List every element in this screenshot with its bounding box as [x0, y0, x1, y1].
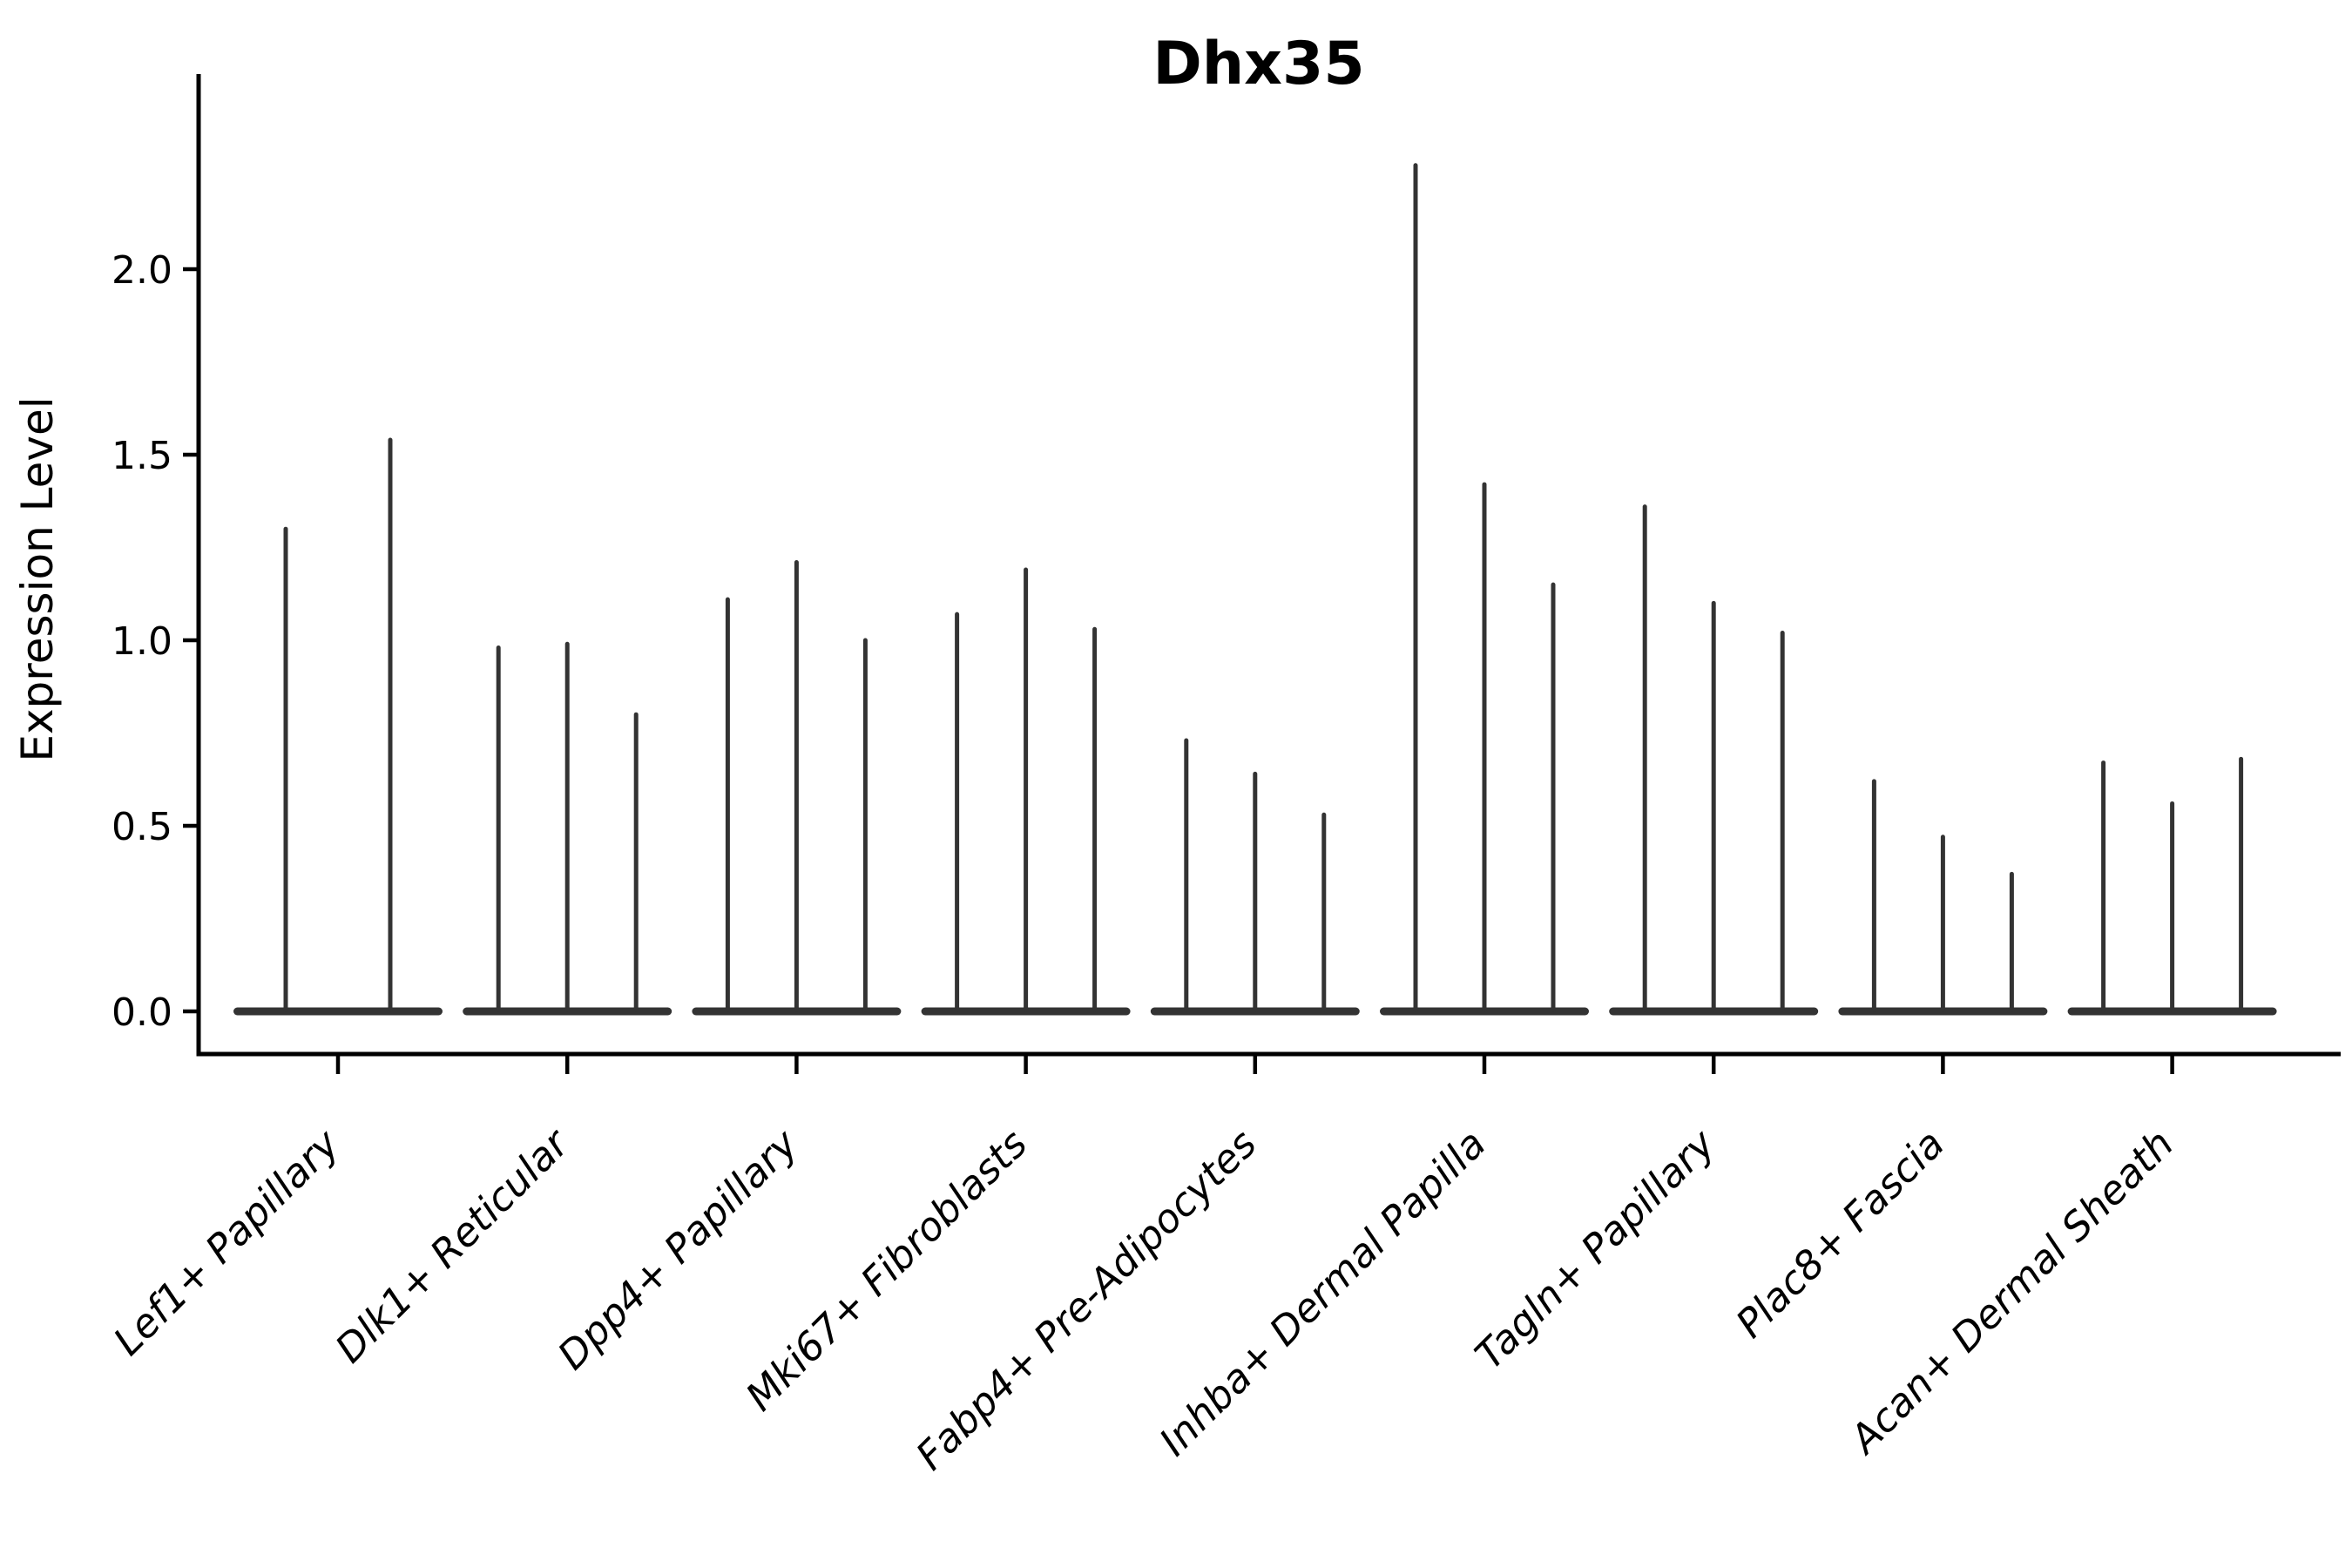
x-axis-tick-label: Plac8+ Fascia: [1727, 1120, 1953, 1347]
x-axis-tick-label: Dlk1+ Reticular: [327, 1119, 579, 1372]
y-axis-tick-label: 1.0: [112, 619, 172, 664]
chart-title: Dhx35: [1152, 30, 1364, 98]
x-axis-tick-label: Dpp4+ Papillary: [549, 1119, 808, 1378]
y-axis-label: Expression Level: [12, 396, 63, 761]
y-axis-tick-label: 0.0: [112, 990, 172, 1035]
x-axis-tick-label: Tagln+ Papillary: [1466, 1119, 1725, 1378]
y-axis-tick-label: 0.5: [112, 805, 172, 849]
violin-base: [233, 1007, 443, 1016]
y-axis-tick-label: 1.5: [112, 434, 172, 478]
y-axis-tick-label: 2.0: [112, 248, 172, 293]
x-axis-tick-label: Lef1+ Papillary: [105, 1119, 349, 1364]
